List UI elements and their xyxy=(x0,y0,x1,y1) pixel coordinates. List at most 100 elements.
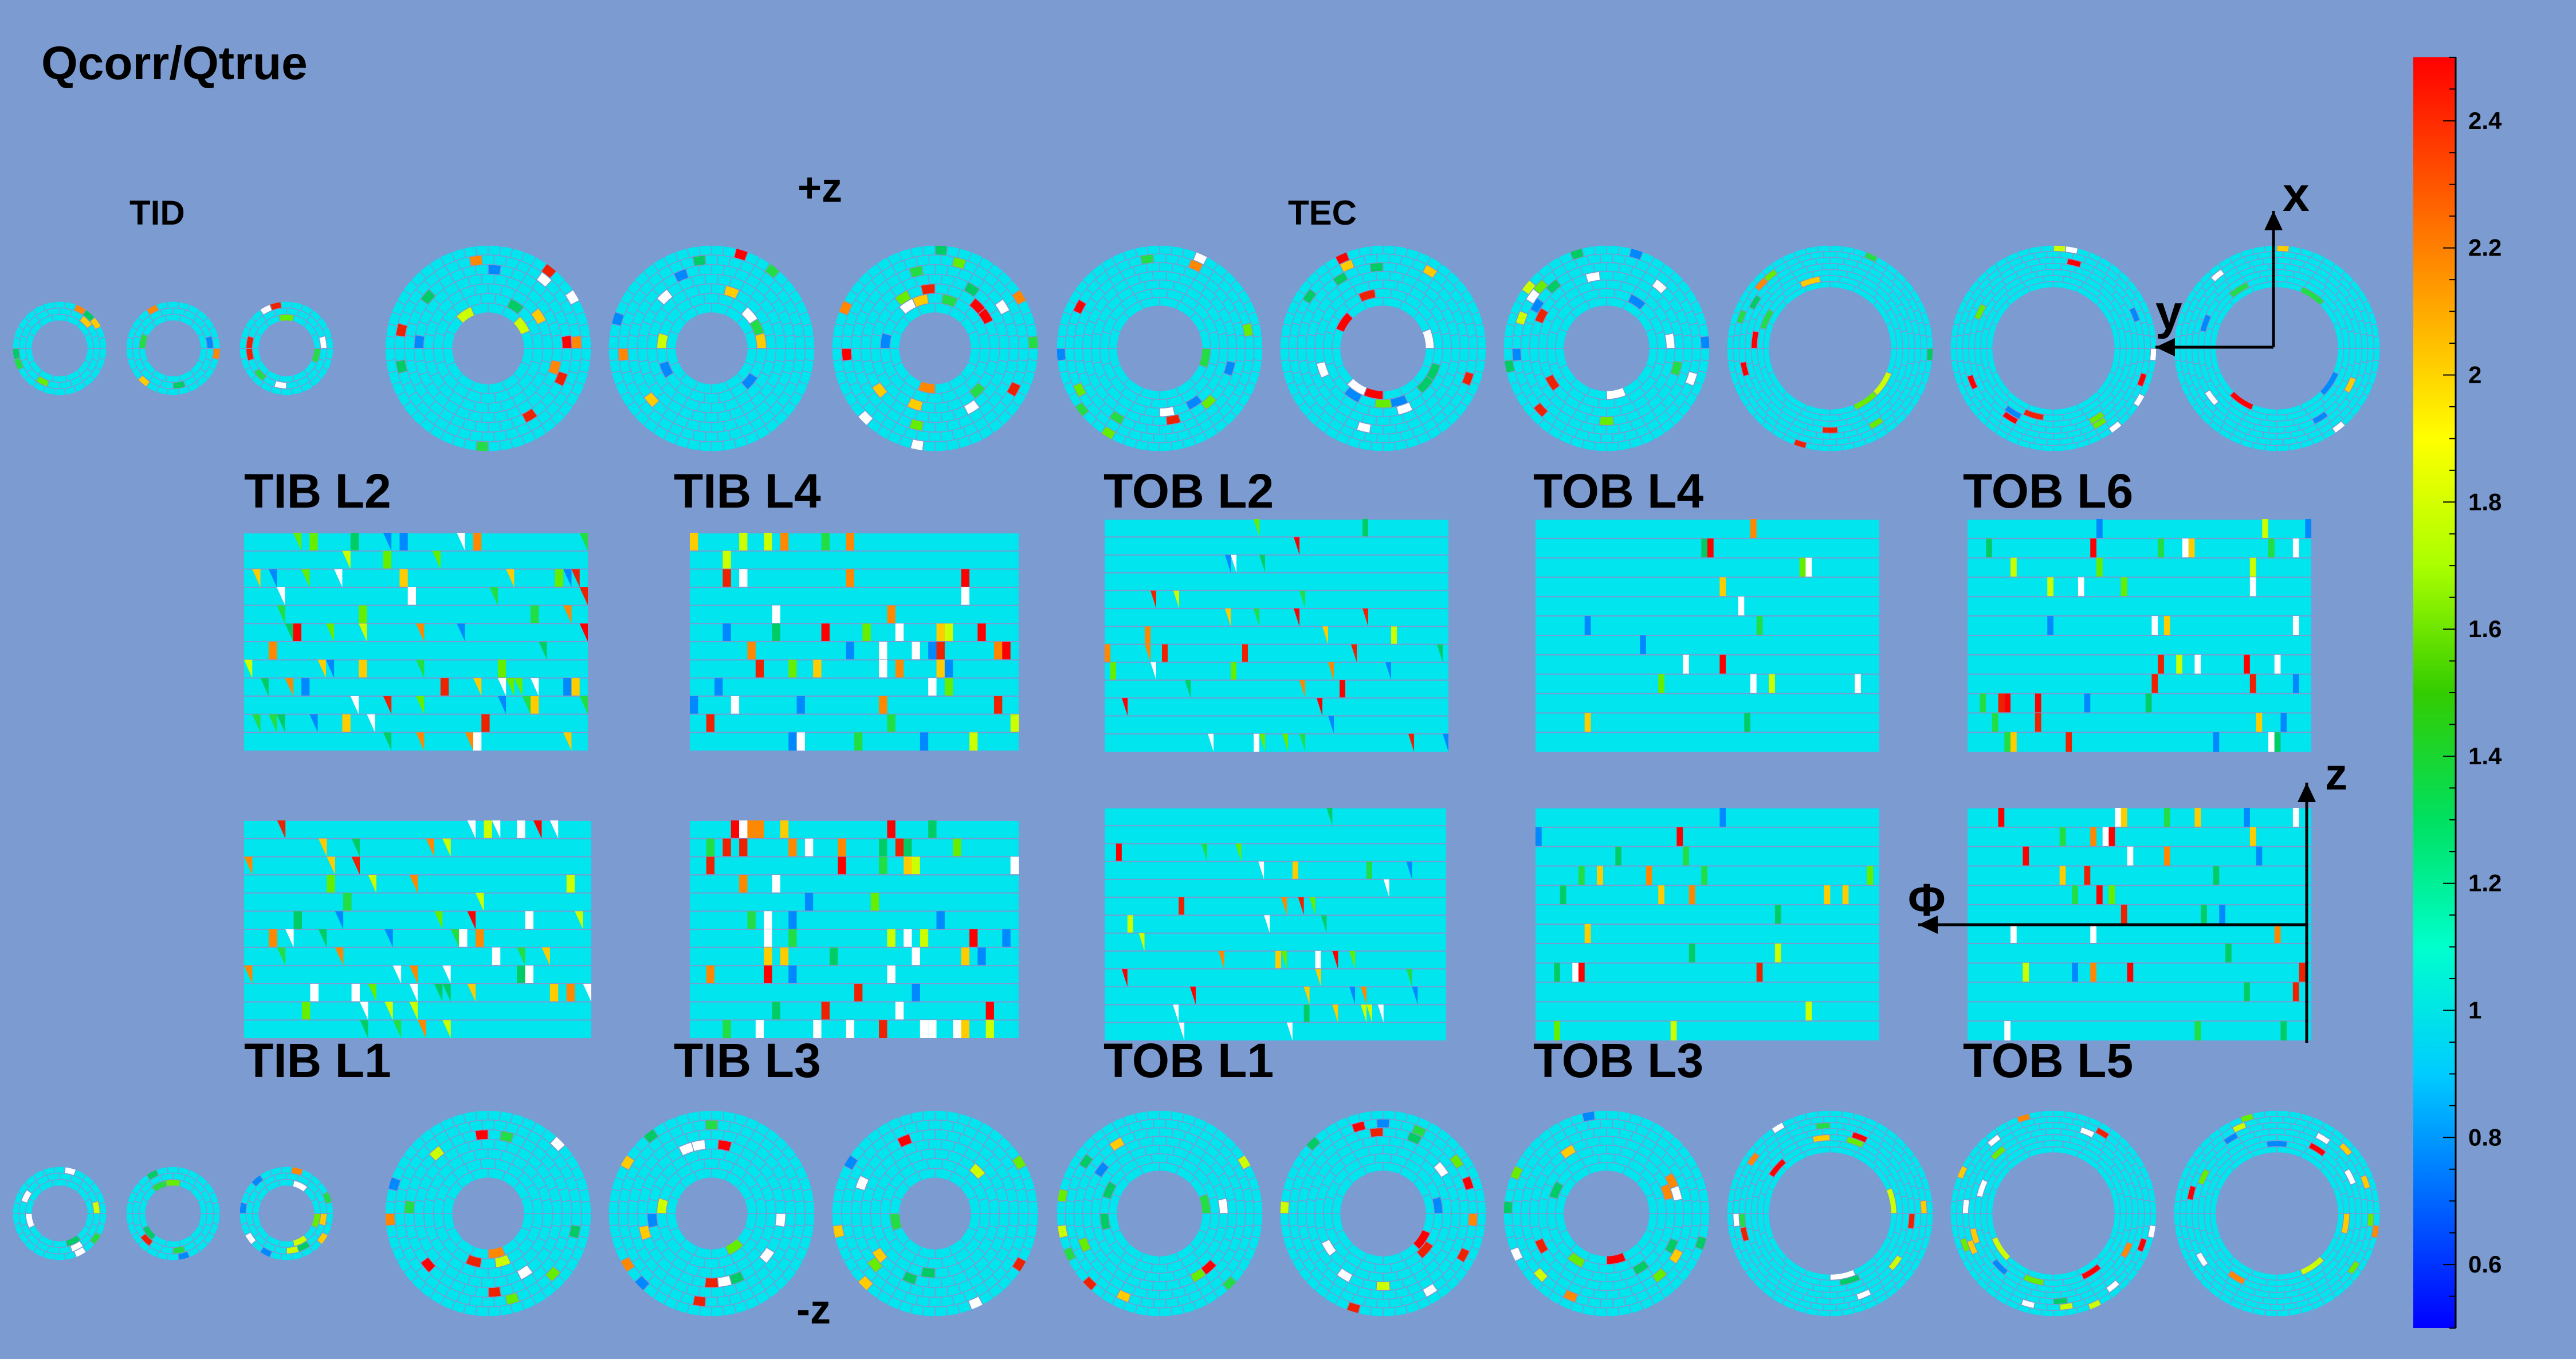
disk-module xyxy=(481,1277,496,1289)
disk-maps xyxy=(12,245,2381,1317)
module-cell xyxy=(2268,732,2275,752)
module-cell xyxy=(1584,713,1591,733)
disk-module xyxy=(802,1188,815,1203)
disk-module xyxy=(463,1110,478,1124)
tob-l1-label: TOB L1 xyxy=(1104,1034,1274,1087)
module-cell xyxy=(2010,557,2017,578)
module-cell xyxy=(2182,538,2189,558)
disk-module xyxy=(1056,348,1067,362)
disk-module xyxy=(1597,398,1616,409)
disk-module xyxy=(1057,1224,1069,1239)
plot-title: Qcorr/Qtrue xyxy=(41,37,308,89)
module-cell xyxy=(887,605,896,624)
disk-module xyxy=(1511,1200,1522,1214)
disk-module xyxy=(423,1213,435,1228)
barrel-layer-map xyxy=(1536,519,1879,752)
disk-module xyxy=(1606,424,1621,435)
disk-module xyxy=(2053,1110,2067,1118)
module-cell xyxy=(739,569,748,587)
module-cell xyxy=(1799,557,1806,578)
disk-module xyxy=(1279,1200,1290,1214)
disk-module xyxy=(1682,348,1693,363)
disk-module xyxy=(1829,444,1843,452)
disk xyxy=(2173,245,2381,452)
disk-module xyxy=(480,1258,497,1269)
disk-module xyxy=(704,1138,719,1150)
disk xyxy=(2173,1110,2381,1317)
disk-module xyxy=(2266,1140,2288,1148)
module-cell xyxy=(2121,577,2127,597)
disk-module xyxy=(2053,444,2067,452)
disk xyxy=(125,301,221,396)
disk-module xyxy=(280,301,293,309)
tec-label: TEC xyxy=(1288,194,1357,232)
disk-module xyxy=(1280,359,1292,374)
disk-module xyxy=(2040,444,2054,452)
disk-module xyxy=(2045,1128,2062,1136)
module-cell xyxy=(399,533,408,551)
disk-module xyxy=(1823,1303,1837,1311)
disk-module xyxy=(1383,1127,1397,1138)
disk-module xyxy=(627,1200,639,1214)
disk-module xyxy=(998,334,1010,349)
module-cell xyxy=(293,623,301,642)
disk-module xyxy=(51,1239,68,1248)
barrel-layer-map xyxy=(690,532,1019,751)
disk-module xyxy=(698,421,712,433)
disk-module xyxy=(1375,270,1391,281)
disk-module xyxy=(1007,335,1020,349)
disk-module xyxy=(618,1213,629,1227)
disk-module xyxy=(1383,1110,1396,1121)
disk-module xyxy=(1450,333,1461,349)
module-cell xyxy=(879,642,888,660)
disk-module xyxy=(2268,1128,2286,1136)
disk-module xyxy=(784,1213,796,1227)
disk-module xyxy=(1305,1213,1317,1228)
disk-module xyxy=(278,313,295,323)
module-cell xyxy=(2262,519,2268,539)
disk-module xyxy=(1383,262,1397,273)
disk-module xyxy=(920,283,936,296)
disk-module xyxy=(1251,1188,1263,1203)
disk-module xyxy=(1152,416,1168,426)
disk-module xyxy=(280,388,293,396)
disk-module xyxy=(1150,1153,1169,1164)
disk-module xyxy=(831,348,843,362)
module-cell xyxy=(772,623,780,642)
disk-module xyxy=(413,334,426,349)
disk-module xyxy=(1305,1199,1317,1214)
tob-l4-label: TOB L4 xyxy=(1533,464,1703,518)
module-cell xyxy=(2047,616,2053,635)
disk-module xyxy=(1146,245,1160,256)
disk-module xyxy=(2373,348,2381,362)
disk-module xyxy=(928,1120,942,1130)
disk-module xyxy=(1817,1309,1831,1317)
disk-module xyxy=(580,335,592,349)
disk-module xyxy=(53,1253,66,1261)
module-cell xyxy=(969,732,978,751)
disk-module xyxy=(1394,439,1408,451)
disk-module xyxy=(804,335,815,349)
disk-module xyxy=(1606,1306,1620,1317)
disk-module xyxy=(711,1110,725,1121)
disk-module xyxy=(705,431,718,442)
disk-module xyxy=(1152,1118,1167,1129)
disk-module xyxy=(1592,1127,1607,1138)
disk-module xyxy=(1383,1289,1397,1300)
disk-module xyxy=(998,1199,1010,1214)
disk-module xyxy=(1226,333,1238,349)
module-cell xyxy=(846,642,854,660)
disk-module xyxy=(1150,288,1169,298)
disk-module xyxy=(475,1306,489,1317)
disk-module xyxy=(488,1286,502,1298)
disk-module xyxy=(474,1129,489,1141)
disk-module xyxy=(1370,1306,1384,1317)
disk-module xyxy=(608,359,622,374)
disk-module xyxy=(698,1110,712,1121)
disk-module xyxy=(921,421,936,433)
disk-module xyxy=(705,1297,718,1307)
disk-module xyxy=(1007,1213,1020,1227)
disk-module xyxy=(1823,250,1837,258)
disk-module xyxy=(12,348,21,360)
